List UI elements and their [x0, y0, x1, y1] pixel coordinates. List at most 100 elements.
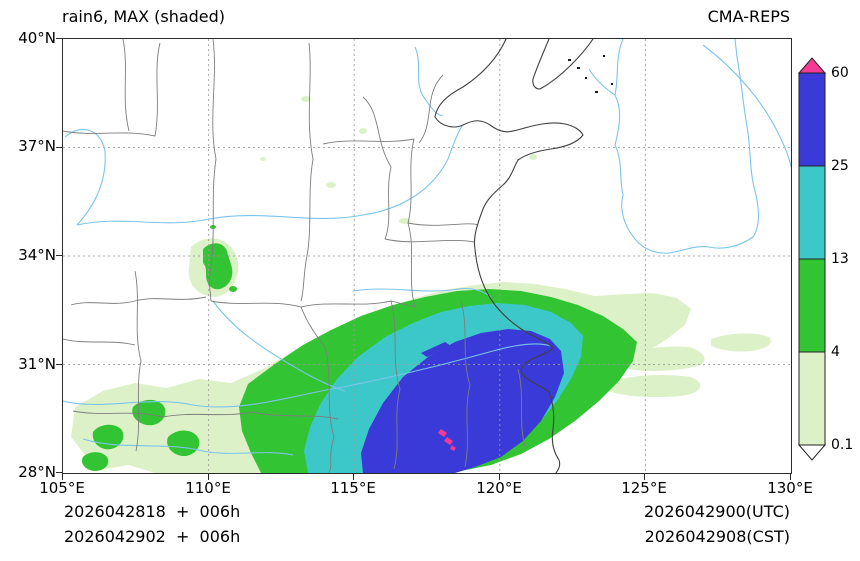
colorbar-tick-0p1: 0.1 — [831, 437, 854, 453]
boundary-line — [208, 39, 217, 302]
precip-layer-extreme — [438, 429, 456, 451]
boundary-line — [63, 338, 136, 346]
map-plot — [62, 38, 792, 474]
axis-tickmark — [56, 38, 62, 39]
colorbar: 60 25 13 4 0.1 — [797, 56, 859, 468]
island-speck — [577, 67, 580, 69]
y-tick-label-28n: 28°N — [18, 463, 56, 481]
rivers — [63, 46, 552, 456]
y-tick-label-31n: 31°N — [18, 355, 56, 373]
y-tick-label-37n: 37°N — [18, 137, 56, 155]
coastline-korea — [588, 39, 791, 254]
boundary-line — [300, 306, 335, 473]
boundary-line — [322, 138, 415, 145]
precip-speck — [444, 437, 453, 445]
boundary-line — [122, 39, 130, 132]
island-speck — [603, 55, 605, 57]
colorbar-segment — [798, 351, 826, 446]
precip-polygon — [203, 243, 233, 290]
axis-tickmark — [56, 472, 62, 473]
precip-speck — [260, 157, 266, 161]
precip-polygon — [608, 375, 701, 398]
coast-arc — [702, 44, 791, 168]
colorbar-svg — [797, 57, 827, 461]
colorbar-segment — [798, 72, 826, 167]
boundary-line — [384, 238, 476, 243]
colorbar-tick-25: 25 — [831, 158, 849, 174]
precip-speck — [438, 429, 447, 437]
river-line — [76, 125, 463, 226]
colorbar-tick-4: 4 — [831, 344, 840, 360]
axis-tickmark — [56, 364, 62, 365]
boundary-line — [517, 368, 526, 448]
precip-polygon — [167, 430, 200, 457]
province-boundaries — [63, 39, 526, 473]
precip-speck — [450, 445, 456, 451]
colorbar-segment — [798, 165, 826, 260]
island-speck — [568, 59, 571, 61]
colorbar-over-arrow — [797, 57, 827, 74]
x-tick-label-125e: 125°E — [621, 479, 667, 497]
axis-tickmark — [644, 474, 645, 480]
boundary-line — [407, 222, 479, 226]
island-speck — [595, 91, 598, 93]
axis-tickmark — [499, 474, 500, 480]
island-speck — [611, 83, 613, 85]
y-tick-label-40n: 40°N — [18, 29, 56, 47]
precip-speck — [529, 154, 537, 160]
x-tick-label-130e: 130°E — [767, 479, 813, 497]
colorbar-segment — [798, 258, 826, 353]
init-time-cst: 2026042902 + 006h — [64, 527, 241, 546]
axis-tickmark — [353, 474, 354, 480]
colorbar-tick-60: 60 — [831, 65, 849, 81]
y-tick-label-34n: 34°N — [18, 246, 56, 264]
island-specks — [568, 55, 613, 93]
boundary-line — [418, 74, 444, 144]
colorbar-tick-13: 13 — [831, 251, 849, 267]
precip-polygon — [421, 342, 451, 357]
axis-tickmark — [56, 147, 62, 148]
x-tick-label-110e: 110°E — [185, 479, 231, 497]
boundary-line — [63, 42, 161, 137]
precip-speck — [359, 128, 367, 134]
precip-speck — [301, 96, 311, 102]
axis-tickmark — [208, 474, 209, 480]
gridlines — [63, 39, 791, 473]
chart-title: rain6, MAX (shaded) — [62, 7, 226, 26]
river-yalu — [588, 68, 616, 96]
boundary-line — [70, 296, 207, 306]
init-time-utc: 2026042818 + 006h — [64, 502, 241, 521]
boundary-line — [300, 42, 314, 302]
gridline — [63, 39, 791, 473]
model-label: CMA-REPS — [707, 7, 790, 26]
coastline — [434, 39, 594, 473]
precip-polygon — [81, 452, 109, 471]
river-line — [212, 300, 346, 392]
axis-tickmark — [790, 474, 791, 480]
precip-polygon — [132, 399, 166, 426]
river-line — [64, 128, 106, 226]
map-svg — [63, 39, 791, 473]
axis-tickmark — [56, 255, 62, 256]
boundary-line — [460, 300, 471, 468]
boundary-line — [362, 96, 392, 240]
colorbar-under-arrow — [797, 444, 827, 461]
x-tick-label-120e: 120°E — [476, 479, 522, 497]
boundary-line — [390, 300, 401, 470]
boundary-line — [72, 410, 339, 420]
river-line — [352, 287, 492, 298]
precip-speck — [229, 286, 237, 292]
boundary-line — [134, 270, 142, 452]
x-tick-label-115e: 115°E — [330, 479, 376, 497]
river-line — [82, 438, 294, 456]
island-speck — [585, 77, 587, 79]
valid-time-utc: 2026042900(UTC) — [644, 502, 790, 521]
precip-speck — [326, 182, 336, 188]
x-tick-label-105e: 105°E — [39, 479, 85, 497]
coastline-liaodong — [532, 39, 594, 90]
precip-polygon — [711, 333, 771, 352]
korea-outline — [614, 39, 760, 254]
river-line — [414, 46, 444, 116]
coastline-china — [434, 39, 584, 473]
